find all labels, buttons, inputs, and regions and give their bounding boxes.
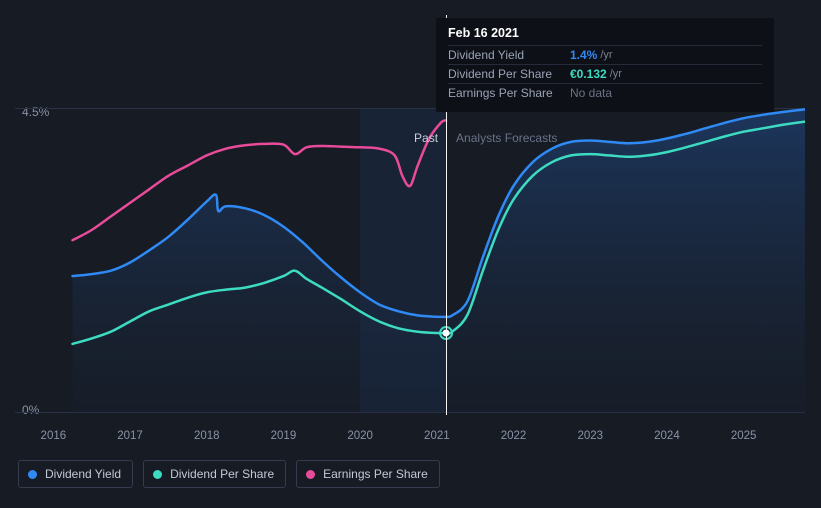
tooltip-row-nodata: No data [570,85,612,102]
tooltip-row: Earnings Per ShareNo data [448,83,762,102]
chart-svg [15,108,805,413]
legend-item-dividend-yield[interactable]: Dividend Yield [18,460,133,488]
x-tick: 2019 [271,430,297,442]
x-tick: 2024 [654,430,680,442]
legend-label: Earnings Per Share [323,467,428,481]
legend-dot-icon [153,470,162,479]
tooltip-row-value: €0.132 [570,66,607,83]
tooltip-date: Feb 16 2021 [448,26,762,40]
x-tick: 2022 [501,430,527,442]
x-axis: 2016 2017 2018 2019 2020 2021 2022 2023 2024 2025 [15,430,805,450]
x-tick: 2017 [117,430,143,442]
legend-item-earnings-per-share[interactable]: Earnings Per Share [296,460,440,488]
x-tick: 2016 [41,430,67,442]
legend-dot-icon [28,470,37,479]
hover-tooltip: Feb 16 2021 Dividend Yield1.4%/yrDividen… [436,18,774,112]
past-label: Past [414,131,438,145]
legend-dot-icon [306,470,315,479]
tooltip-row: Dividend Per Share€0.132/yr [448,64,762,83]
tooltip-row-label: Dividend Per Share [448,66,570,83]
x-tick: 2025 [731,430,757,442]
x-tick: 2020 [347,430,373,442]
legend: Dividend Yield Dividend Per Share Earnings… [18,460,440,488]
chart-plot[interactable] [15,108,805,413]
forecast-label: Analysts Forecasts [456,131,557,145]
tooltip-row: Dividend Yield1.4%/yr [448,45,762,64]
tooltip-row-suffix: /yr [610,66,622,83]
legend-label: Dividend Per Share [170,467,274,481]
tooltip-row-value: 1.4% [570,47,597,64]
x-tick: 2021 [424,430,450,442]
legend-item-dividend-per-share[interactable]: Dividend Per Share [143,460,286,488]
tooltip-row-label: Dividend Yield [448,47,570,64]
x-tick: 2023 [577,430,603,442]
tooltip-row-suffix: /yr [600,47,612,64]
x-tick: 2018 [194,430,220,442]
legend-label: Dividend Yield [45,467,121,481]
tooltip-row-label: Earnings Per Share [448,85,570,102]
tooltip-rows: Dividend Yield1.4%/yrDividend Per Share€… [448,45,762,102]
